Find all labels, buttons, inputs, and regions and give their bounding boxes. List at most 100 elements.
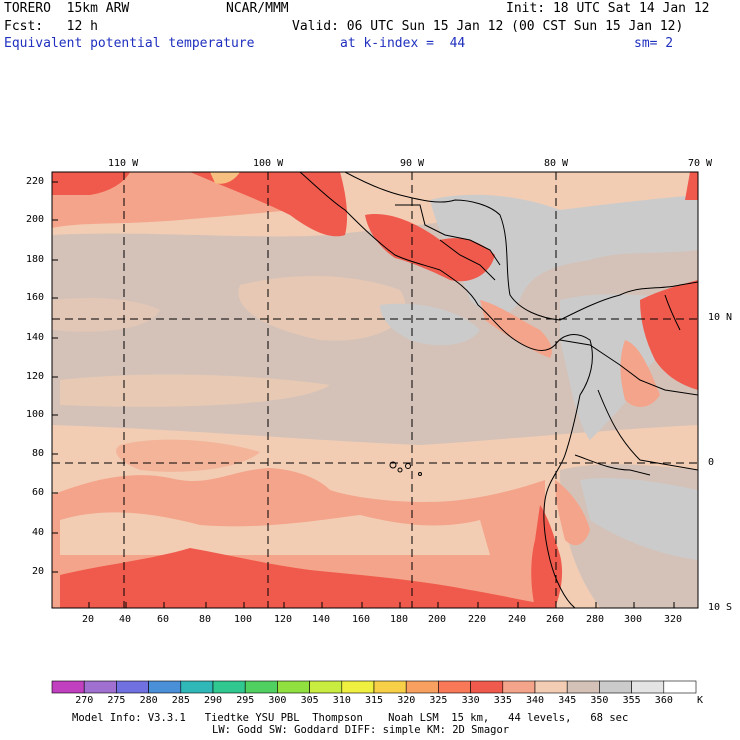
colorbar-label: 310 [332,695,351,706]
init-time: Init: 18 UTC Sat 14 Jan 12 [506,1,710,16]
lon-label-110w: 110 W [108,158,139,169]
y-label: 160 [26,292,45,303]
colorbar-label: 335 [493,695,512,706]
colorbar-swatch [631,680,665,694]
colorbar-swatch [309,680,343,694]
coastline-pacific [299,172,593,608]
colorbar-swatch [470,680,504,694]
colorbar-swatch [180,680,214,694]
colorbar-swatch [277,680,310,694]
colorbar-label: 340 [526,695,545,706]
colorbar-units: K [697,695,704,706]
field-salmon-colombia [620,340,660,407]
colorbar-swatch [405,680,439,694]
colorbar-label: 325 [429,695,448,706]
colorbar-swatch [148,680,182,694]
map-field [52,172,698,608]
y-label: 200 [26,214,45,225]
x-label: 140 [312,614,331,625]
colorbar-swatch [663,680,697,694]
field-salmon-patch [116,439,260,472]
colorbar-swatch [566,680,600,694]
field-red-nw [52,172,130,195]
colorbar-label: 270 [75,695,94,706]
lat-label-10n: 10 N [708,312,733,323]
colorbar-label: 305 [300,695,319,706]
y-label: 80 [32,448,45,459]
field-salmon-ecuador [555,480,590,546]
colorbar-label: 345 [558,695,577,706]
axis-ticks [52,181,675,608]
colorbar-label: 330 [461,695,480,706]
colorbar-swatch [244,680,278,694]
border-ecuador [574,454,651,476]
island-galapagos-4 [418,472,422,476]
field-patch-3 [60,374,330,407]
field-gray-1 [430,194,698,315]
colorbar-label: 350 [590,695,609,706]
lon-label-80w: 80 W [544,158,569,169]
field-red-guatemala [365,214,495,282]
field-red-south [60,548,545,608]
x-label: 260 [546,614,565,625]
x-label: 220 [468,614,487,625]
coastlines [299,172,698,608]
field-patch-1 [238,275,406,341]
y-label: 20 [32,566,45,577]
lat-label-0: 0 [708,457,715,468]
border-colombia-peru [597,389,698,471]
lat-lon-grid [52,172,698,608]
forecast-hour: Fcst: 12 h [4,19,98,34]
field-red-mexico [190,172,348,237]
colorbar-label: 320 [397,695,416,706]
border-venezuela [664,294,681,331]
colorbar-swatch [51,680,85,694]
x-label: 240 [508,614,527,625]
colorbar-swatch [212,680,246,694]
map-frame [51,171,699,609]
field-gray-5 [380,303,480,346]
colorbar-label: 280 [139,695,158,706]
island-galapagos-2 [397,467,403,473]
field-peach-ridge [60,512,490,555]
y-label: 120 [26,371,45,382]
x-label: 40 [119,614,132,625]
colorbar-label: 300 [268,695,287,706]
colorbar-label: 275 [107,695,126,706]
colorbar [51,680,697,694]
colorbar-label: 295 [236,695,255,706]
colorbar-swatch [438,680,471,694]
colorbar-swatch [373,680,407,694]
x-label: 120 [274,614,293,625]
y-label: 100 [26,409,45,420]
colorbar-label: 285 [171,695,190,706]
x-label: 80 [199,614,212,625]
colorbar-swatch [502,680,536,694]
island-galapagos-1 [389,461,397,469]
lon-label-100w: 100 W [253,158,284,169]
border-colombia [559,339,698,396]
footer-model-info: Model Info: V3.3.1 Tiedtke YSU PBL Thomp… [72,712,629,724]
y-label: 40 [32,527,45,538]
field-red-peru [531,505,563,608]
y-label: 60 [32,487,45,498]
coastline-caribbean [344,172,698,321]
colorbar-swatch [341,680,375,694]
colorbar-swatch [599,680,632,694]
border-ca-1 [395,204,501,266]
x-label: 300 [624,614,643,625]
x-label: 320 [664,614,683,625]
smoothing-label: sm= 2 [634,36,674,51]
colorbar-label: 290 [204,695,223,706]
colorbar-swatch [83,680,117,694]
level-label: at k-index = 44 [340,36,466,51]
colorbar-swatch [116,680,149,694]
lat-label-10s: 10 S [708,602,733,613]
colorbar-swatch [534,680,568,694]
field-red-ne [685,172,698,200]
lon-label-90w: 90 W [400,158,425,169]
colorbar-label: 360 [654,695,673,706]
org-label: NCAR/MMM [226,1,289,16]
field-salmon-costarica [480,300,552,358]
